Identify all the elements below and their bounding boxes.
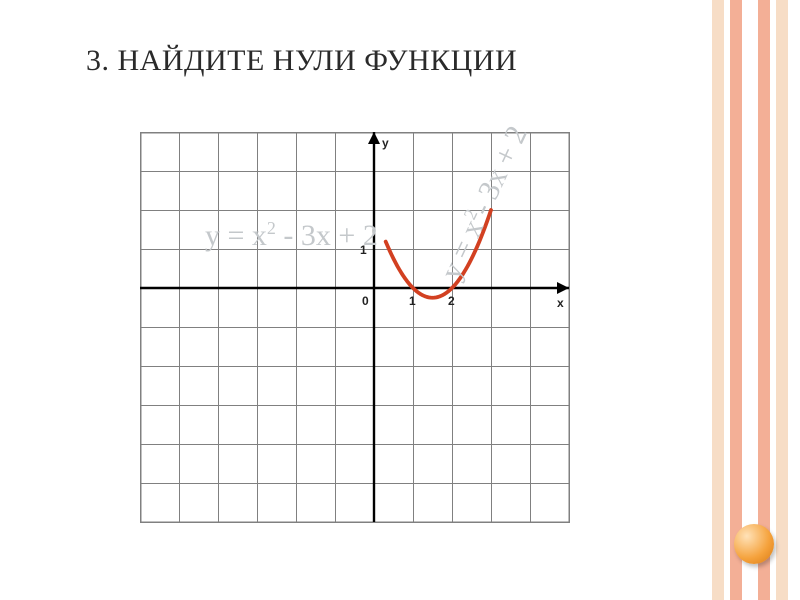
axis-label-x: x (557, 296, 564, 310)
accent-stripe (712, 0, 724, 600)
accent-stripe (730, 0, 742, 600)
slide-canvas: 3. НАЙДИТЕ НУЛИ ФУНКЦИИ yx0121 y = x2 - … (0, 0, 800, 600)
axis-label-origin: 0 (362, 294, 369, 308)
axis-label-x1: 1 (409, 294, 416, 308)
next-slide-button[interactable] (734, 524, 774, 564)
slide-title: 3. НАЙДИТЕ НУЛИ ФУНКЦИИ (86, 44, 517, 78)
axis-label-x2: 2 (448, 294, 455, 308)
accent-stripe (776, 0, 788, 600)
accent-stripe (758, 0, 770, 600)
axis-label-y: y (382, 136, 389, 150)
equation-horizontal: y = x2 - 3x + 2 (205, 218, 378, 253)
